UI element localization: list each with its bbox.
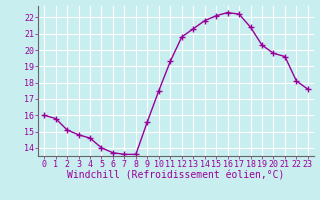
X-axis label: Windchill (Refroidissement éolien,°C): Windchill (Refroidissement éolien,°C) <box>67 171 285 181</box>
